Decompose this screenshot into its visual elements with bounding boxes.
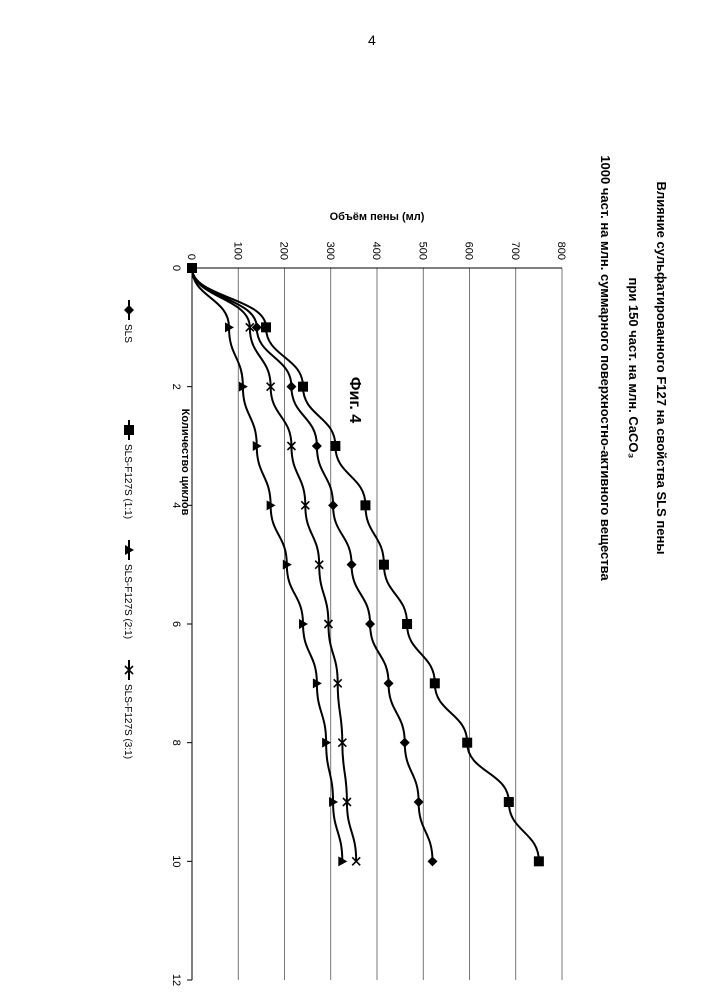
series-0-point-2 bbox=[286, 382, 296, 392]
legend-label-1: SLS-F127S (1:1) bbox=[122, 444, 133, 519]
series-1-point-3 bbox=[330, 441, 340, 451]
y-tick-100: 100 bbox=[231, 242, 243, 260]
legend-marker-1 bbox=[124, 425, 134, 435]
x-tick-8: 8 bbox=[170, 740, 182, 746]
y-tick-300: 300 bbox=[324, 242, 336, 260]
series-0-point-6 bbox=[365, 619, 375, 629]
y-tick-labels: 0 100 200 300 400 500 600 700 800 bbox=[185, 242, 567, 260]
series-0-point-5 bbox=[347, 560, 357, 570]
y-tick-500: 500 bbox=[416, 242, 428, 260]
series-1-point-8 bbox=[462, 738, 472, 748]
series-1-point-10 bbox=[534, 856, 544, 866]
x-tick-10: 10 bbox=[170, 855, 182, 867]
y-tick-400: 400 bbox=[370, 242, 382, 260]
series-1-point-1 bbox=[261, 322, 271, 332]
chart-title-line-3: 1000 част. на млн. суммарного поверхност… bbox=[598, 155, 613, 581]
y-tick-0: 0 bbox=[185, 254, 197, 260]
series-1-point-4 bbox=[360, 500, 370, 510]
gridlines bbox=[238, 268, 562, 980]
y-tick-600: 600 bbox=[463, 242, 475, 260]
series-1-point-9 bbox=[504, 797, 514, 807]
figure-caption: Фиг. 4 bbox=[346, 377, 363, 423]
series-0-point-8 bbox=[400, 738, 410, 748]
series-0-point-3 bbox=[312, 441, 322, 451]
x-axis-label: Количество циклов bbox=[179, 409, 191, 516]
legend-marker-0 bbox=[124, 305, 134, 315]
series-1-point-2 bbox=[298, 382, 308, 392]
series-line-1 bbox=[192, 268, 539, 861]
series-0-point-10 bbox=[428, 856, 438, 866]
legend-item-2: SLS-F127S (2:1) bbox=[122, 540, 134, 639]
series-1-point-5 bbox=[379, 560, 389, 570]
series-1 bbox=[187, 263, 544, 866]
chart-title-line-2: при 150 част. на млн. CaCO₃ bbox=[626, 278, 641, 459]
series-2 bbox=[188, 263, 347, 866]
y-axis-label: Объём пены (мл) bbox=[330, 211, 425, 223]
y-tick-200: 200 bbox=[278, 242, 290, 260]
series-3 bbox=[188, 264, 360, 865]
series-1-point-6 bbox=[402, 619, 412, 629]
x-tick-0: 0 bbox=[170, 265, 182, 271]
series-0-point-7 bbox=[384, 678, 394, 688]
chart-title-line-1: Влияние сульфатированного F127 на свойст… bbox=[654, 182, 669, 555]
legend-label-0: SLS bbox=[122, 324, 133, 343]
legend-item-0: SLS bbox=[122, 300, 134, 343]
series-0-point-4 bbox=[328, 500, 338, 510]
legend: SLS SLS-F127S (1:1) SLS-F127S (2:1) SLS-F12… bbox=[122, 300, 134, 759]
x-tick-2: 2 bbox=[170, 384, 182, 390]
series-0-point-9 bbox=[414, 797, 424, 807]
x-tick-labels: 024681012 bbox=[170, 265, 182, 986]
legend-label-2: SLS-F127S (2:1) bbox=[122, 564, 133, 639]
y-tick-800: 800 bbox=[555, 242, 567, 260]
series-1-point-7 bbox=[430, 678, 440, 688]
legend-label-3: SLS-F127S (3:1) bbox=[122, 684, 133, 759]
x-tick-6: 6 bbox=[170, 621, 182, 627]
legend-item-3: SLS-F127S (3:1) bbox=[122, 660, 133, 759]
series-line-0 bbox=[192, 268, 433, 861]
y-tick-700: 700 bbox=[509, 242, 521, 260]
series-group bbox=[187, 263, 544, 866]
series-0 bbox=[187, 263, 438, 866]
legend-item-1: SLS-F127S (1:1) bbox=[122, 420, 134, 519]
x-tick-12: 12 bbox=[170, 974, 182, 986]
